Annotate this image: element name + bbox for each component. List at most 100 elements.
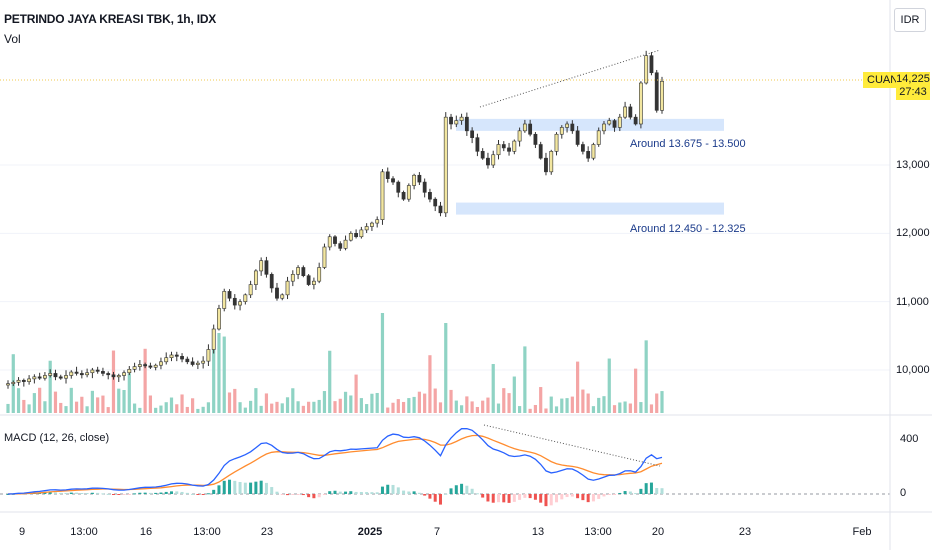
- macd-histogram-bar: [502, 494, 506, 503]
- candle-body: [32, 376, 37, 380]
- volume-bar: [459, 405, 464, 413]
- macd-histogram-bar: [428, 494, 432, 499]
- candle-body: [248, 284, 253, 296]
- macd-histogram-bar: [43, 492, 47, 494]
- candle-body: [185, 358, 190, 363]
- volume-bar: [449, 389, 453, 413]
- candle-body: [280, 294, 285, 299]
- candle-body: [660, 80, 664, 111]
- macd-histogram-bar: [518, 494, 522, 500]
- volume-bar: [59, 402, 63, 413]
- candle-body: [554, 133, 559, 152]
- upper-trendline: [479, 49, 661, 108]
- macd-histogram-bar: [286, 494, 290, 496]
- macd-histogram-bar: [438, 494, 442, 505]
- volume-bar: [291, 388, 295, 413]
- volume-bar: [38, 387, 42, 413]
- macd-histogram-bar: [201, 494, 205, 495]
- macd-histogram-bar: [576, 494, 580, 499]
- volume-bar: [597, 397, 601, 413]
- macd-histogram-bar: [412, 491, 416, 494]
- candle-body: [559, 127, 564, 135]
- macd-histogram-bar: [143, 492, 147, 494]
- volume-bar: [623, 401, 627, 413]
- volume-bar: [533, 404, 538, 413]
- candle-body: [391, 178, 395, 183]
- macd-histogram-bar: [417, 492, 421, 494]
- volume-bar: [359, 398, 363, 413]
- volume-bar: [407, 398, 411, 413]
- candle-body: [74, 371, 79, 374]
- candle-body: [565, 123, 569, 128]
- zone-label-lower: Around 12.450 - 12.325: [630, 223, 746, 235]
- volume-bar: [438, 402, 443, 413]
- x-tick: 13:00: [70, 526, 98, 538]
- symbol-tag: CUAN: [863, 72, 903, 88]
- volume-bar: [85, 406, 89, 413]
- macd-histogram-bar: [613, 494, 617, 495]
- macd-histogram-bar: [433, 494, 437, 502]
- candle-body: [90, 369, 95, 374]
- volume-bar: [433, 388, 437, 413]
- candle-body: [264, 260, 269, 275]
- volume-bar: [591, 406, 596, 413]
- macd-histogram-bar: [264, 482, 268, 494]
- candle-body: [206, 349, 211, 362]
- macd-histogram-bar: [254, 481, 258, 494]
- candle-body: [385, 171, 390, 179]
- candle-body: [37, 376, 42, 379]
- candle-body: [364, 226, 369, 231]
- macd-histogram-bar: [59, 492, 63, 494]
- candle-body: [11, 381, 16, 384]
- volume-bar: [27, 404, 31, 413]
- volume-bar: [386, 407, 390, 413]
- candle-body: [412, 174, 417, 186]
- macd-histogram-bar: [644, 483, 648, 494]
- candle-body: [512, 140, 517, 152]
- macd-histogram-bar: [75, 492, 79, 494]
- macd-histogram-bar: [322, 494, 326, 495]
- candle-body: [544, 157, 548, 173]
- volume-bar: [259, 405, 263, 413]
- volume-bar: [486, 397, 490, 413]
- volume-bar: [264, 393, 269, 413]
- macd-histogram-bar: [359, 491, 363, 494]
- candle-body: [259, 260, 264, 272]
- macd-histogram-bar: [497, 494, 500, 503]
- macd-histogram-bar: [106, 493, 110, 495]
- candle-body: [617, 116, 622, 128]
- candle-body: [164, 357, 169, 363]
- macd-histogram-bar: [170, 491, 173, 494]
- volume-bar: [275, 401, 279, 413]
- macd-histogram-bar: [328, 491, 332, 494]
- currency-button[interactable]: IDR: [894, 8, 926, 32]
- macd-histogram-bar: [523, 494, 527, 498]
- candle-body: [159, 361, 163, 366]
- volume-bar: [22, 399, 26, 413]
- candle-body: [406, 185, 411, 200]
- x-tick: 2025: [357, 526, 383, 538]
- candle-body: [533, 133, 538, 145]
- volume-bar: [475, 406, 480, 413]
- volume-bar: [206, 402, 211, 413]
- volume-bar: [280, 403, 284, 413]
- macd-histogram-bar: [597, 494, 601, 499]
- macd-histogram-bar: [628, 491, 632, 494]
- candle-body: [380, 171, 385, 220]
- macd-y-tick: 400: [900, 433, 919, 445]
- candle-body: [522, 123, 527, 132]
- macd-histogram-bar: [101, 493, 105, 495]
- macd-histogram-bar: [212, 489, 216, 494]
- macd-histogram-bar: [338, 491, 342, 494]
- candle-body: [459, 116, 464, 121]
- macd-histogram-bar: [349, 491, 353, 494]
- volume-bar: [649, 404, 654, 413]
- volume-bar: [212, 339, 216, 413]
- volume-bar: [80, 396, 84, 413]
- volume-bar: [122, 389, 126, 413]
- macd-histogram-bar: [444, 493, 448, 495]
- macd-histogram-bar: [380, 486, 384, 494]
- x-tick: Feb: [852, 526, 872, 538]
- x-tick: 20: [651, 526, 665, 538]
